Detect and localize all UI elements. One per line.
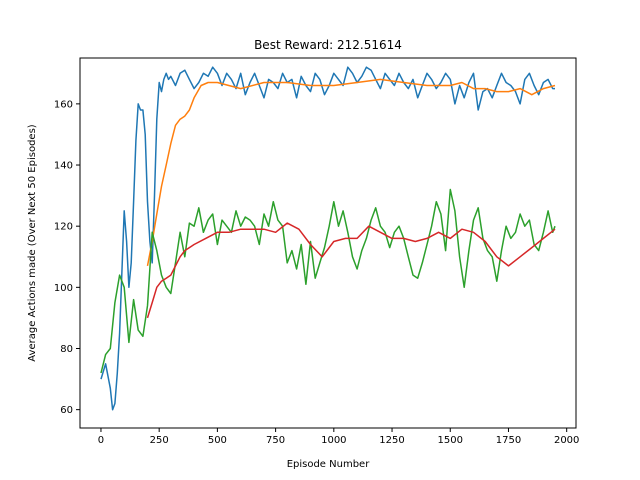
x-tick-label: 1750 (496, 435, 521, 446)
y-axis: 60 80 100 120 140 160 (54, 99, 80, 416)
y-tick-label: 100 (54, 283, 73, 294)
series-line-1 (100, 66, 555, 411)
y-tick-label: 120 (54, 222, 73, 233)
x-tick-label: 1500 (438, 435, 463, 446)
x-tick-label: 0 (98, 435, 104, 446)
x-tick-label: 250 (150, 435, 169, 446)
series-layer (100, 66, 556, 411)
series-line-3 (100, 188, 556, 374)
x-tick-label: 2000 (554, 435, 579, 446)
y-tick-label: 80 (60, 344, 73, 355)
y-tick-label: 60 (60, 405, 73, 416)
x-tick-label: 500 (208, 435, 227, 446)
plot-area (79, 57, 577, 429)
y-tick-label: 140 (54, 161, 73, 172)
plot-frame (79, 57, 577, 429)
y-tick-label: 160 (54, 99, 73, 110)
x-tick-label: 750 (266, 435, 285, 446)
x-tick-label: 1000 (321, 435, 346, 446)
y-axis-label: Average Actions made (Over Next 50 Episo… (27, 124, 38, 361)
series-line-4 (146, 222, 556, 319)
chart-title: Best Reward: 212.51614 (254, 38, 402, 52)
x-axis: 0 250 500 750 1000 1250 1500 1750 2000 (98, 428, 579, 446)
x-tick-label: 1250 (379, 435, 404, 446)
x-axis-label: Episode Number (287, 459, 371, 470)
series-line-2 (146, 78, 556, 267)
